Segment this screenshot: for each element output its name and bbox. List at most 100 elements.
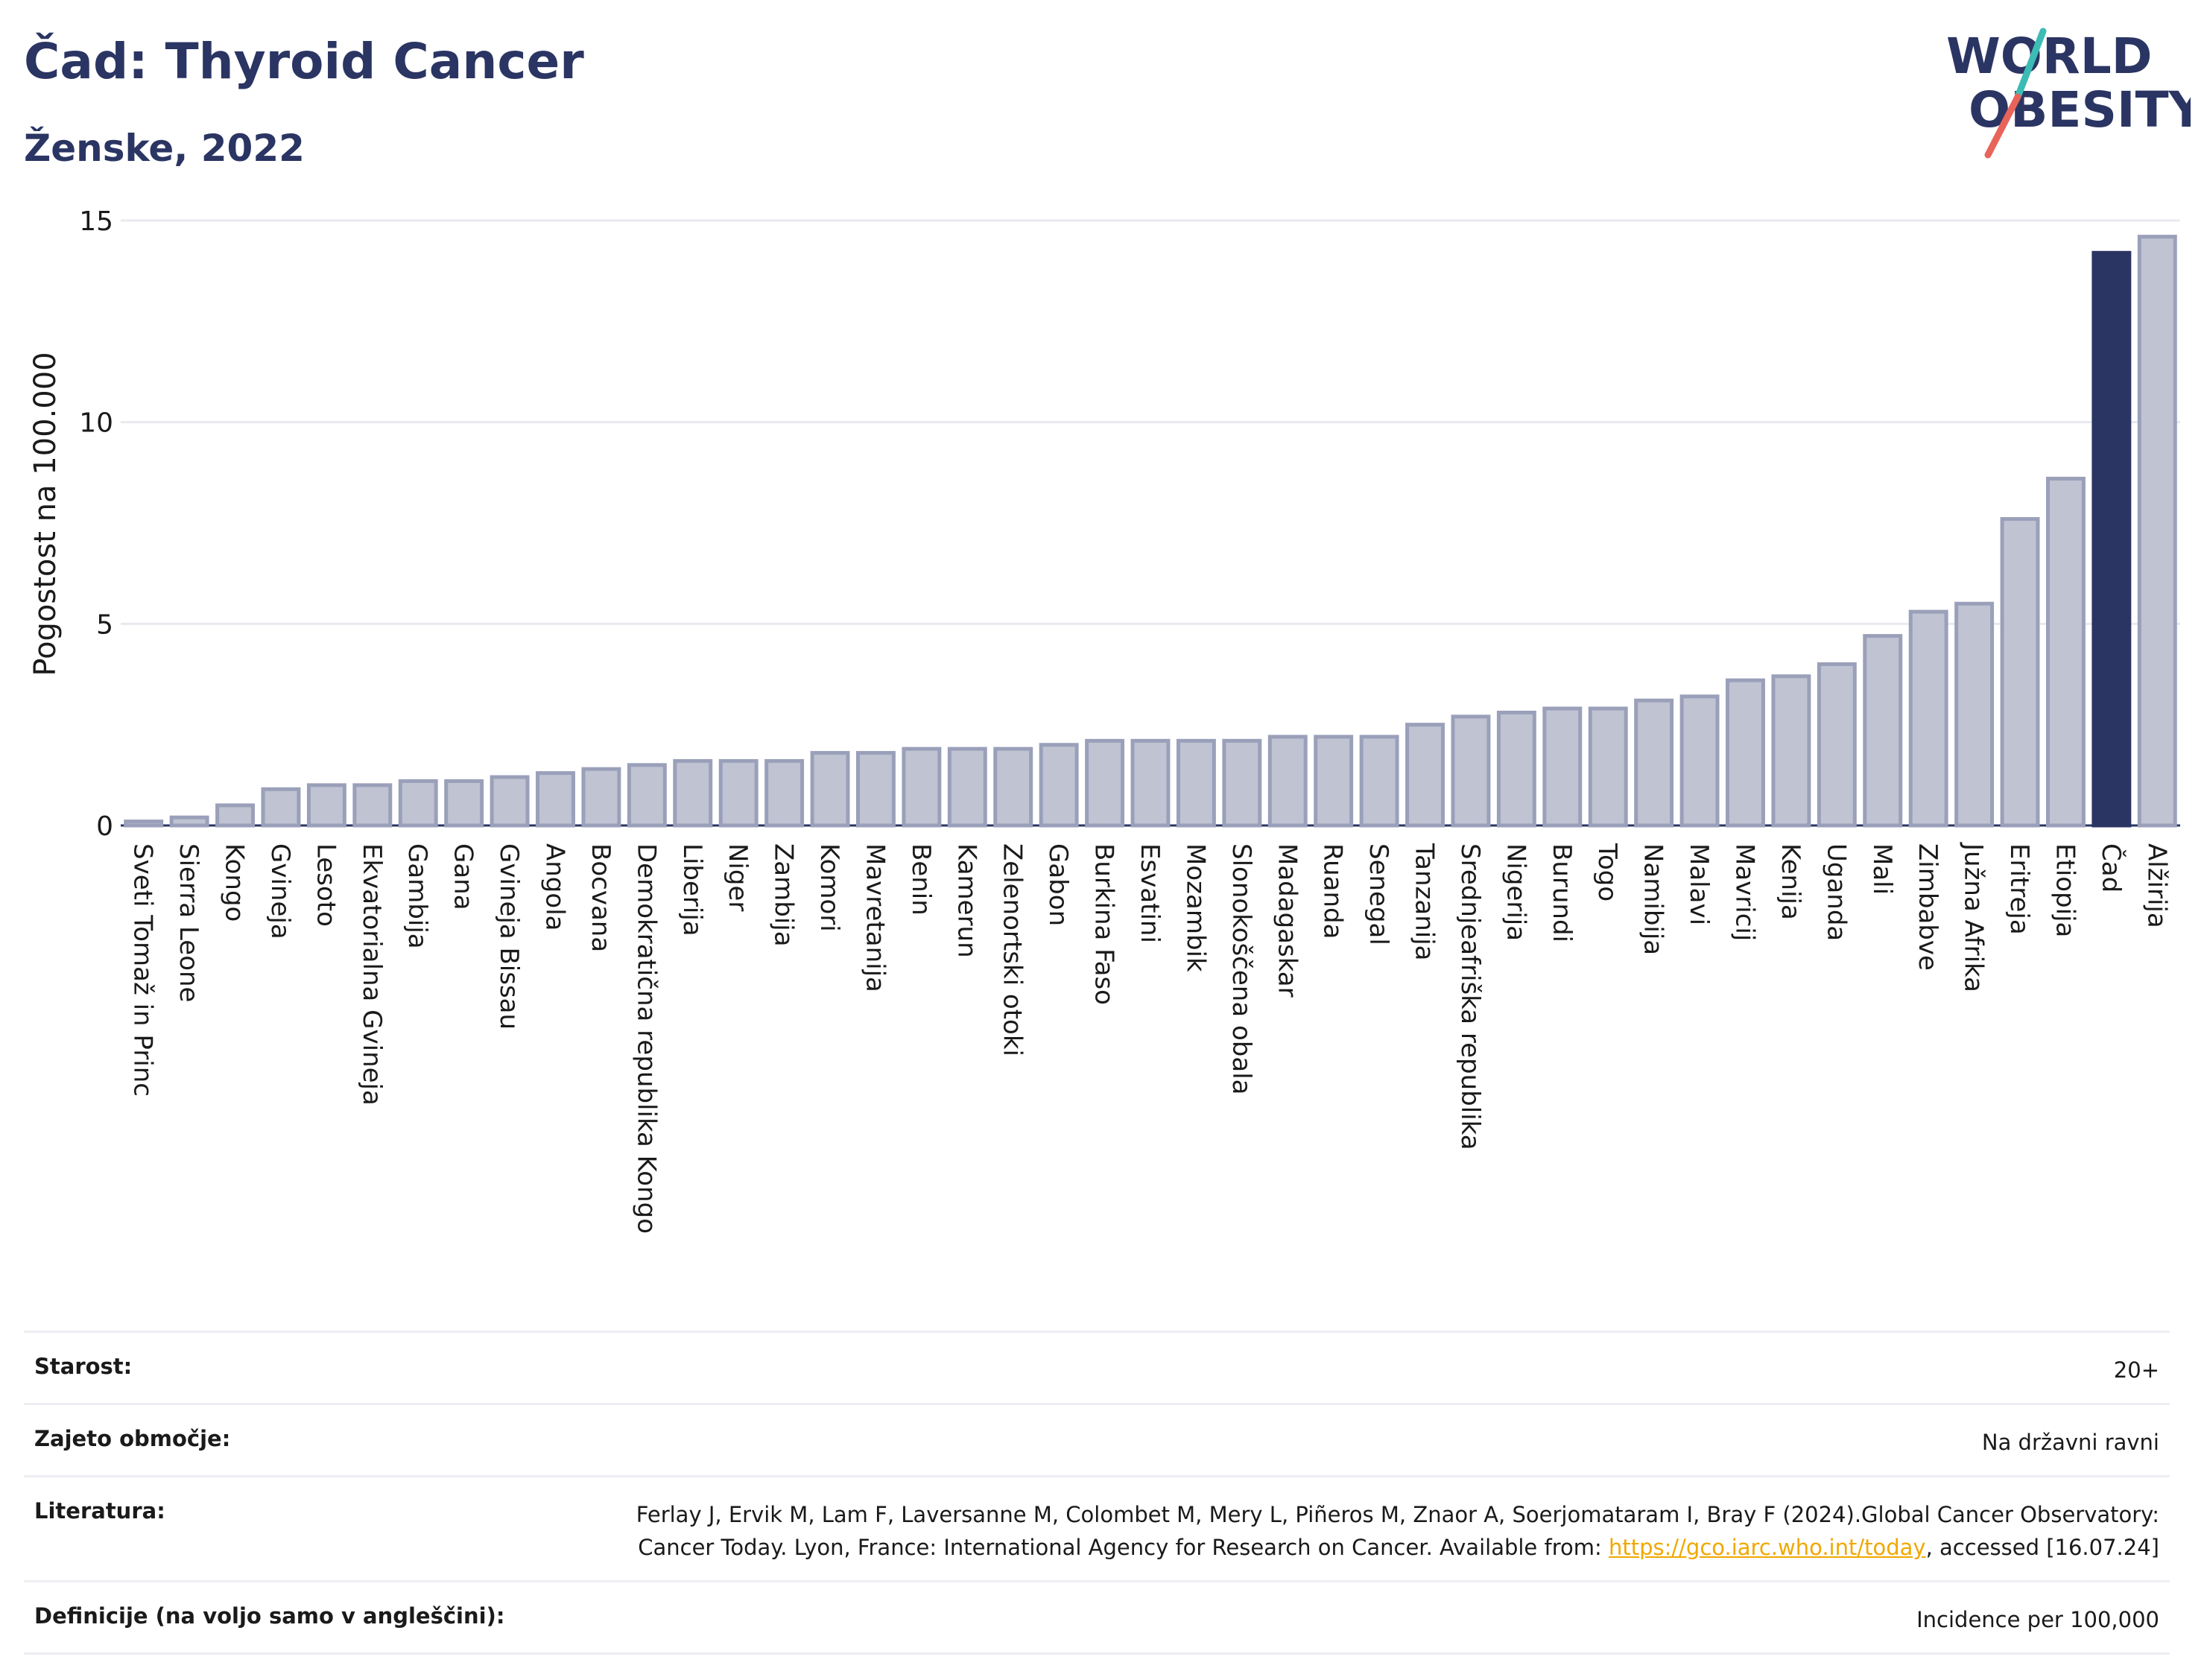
x-tick-label: Gabon bbox=[1043, 843, 1073, 926]
reference-accessed: , accessed [16.07.24] bbox=[1925, 1535, 2159, 1560]
coverage-label: Zajeto območje: bbox=[34, 1426, 231, 1451]
x-tick-label: Demokratična republika Kongo bbox=[631, 843, 661, 1234]
bar[interactable] bbox=[1130, 738, 1171, 828]
bar[interactable] bbox=[536, 771, 575, 828]
y-tick-label: 10 bbox=[79, 408, 113, 439]
bar[interactable] bbox=[1267, 735, 1308, 828]
x-tick-label: Lesoto bbox=[311, 843, 341, 927]
info-row-reference: Literatura: Ferlay J, Ervik M, Lam F, La… bbox=[24, 1475, 2170, 1580]
x-tick-label: Esvatini bbox=[1135, 843, 1165, 943]
bar[interactable] bbox=[215, 803, 256, 828]
x-tick-label: Gana bbox=[449, 843, 478, 910]
reference-label: Literatura: bbox=[34, 1498, 165, 1524]
bar-chart: 0 5 10 15 Sveti Tomaž in Princ Sierra Leone K… bbox=[28, 206, 2180, 1234]
logo-text-obesity: OBESITY bbox=[1969, 81, 2191, 139]
bar[interactable] bbox=[1085, 738, 1125, 828]
x-tick-label: Kongo bbox=[220, 843, 250, 922]
info-row-age: Starost: 20+ bbox=[24, 1331, 2170, 1403]
bar[interactable] bbox=[764, 758, 805, 828]
chart-subtitle: Ženske, 2022 bbox=[24, 127, 305, 170]
x-tick-label: Kamerun bbox=[951, 843, 981, 958]
bar[interactable] bbox=[2137, 235, 2177, 828]
bar[interactable] bbox=[261, 787, 301, 828]
x-tick-label: Južna Afrika bbox=[1959, 842, 1989, 992]
x-tick-label: Tanzanija bbox=[1410, 843, 1440, 960]
x-tick-label: Zambija bbox=[769, 843, 799, 947]
coverage-value: Na državni ravni bbox=[1981, 1430, 2159, 1455]
bar[interactable] bbox=[1588, 706, 1628, 828]
x-tick-label: Gvineja Bissau bbox=[494, 843, 524, 1030]
bar[interactable] bbox=[993, 747, 1033, 828]
bar[interactable] bbox=[398, 779, 438, 828]
x-tick-label: Ruanda bbox=[1318, 843, 1348, 939]
logo-text-world: WORLD bbox=[1946, 28, 2153, 85]
bar[interactable] bbox=[490, 775, 530, 828]
y-axis-label: Pogostost na 100.000 bbox=[28, 352, 63, 676]
bar[interactable] bbox=[2045, 476, 2086, 828]
bar[interactable] bbox=[1314, 735, 1354, 828]
logo-slash-red bbox=[1984, 93, 2021, 159]
bar[interactable] bbox=[1817, 662, 1857, 828]
bar[interactable] bbox=[1222, 738, 1262, 828]
x-tick-label: Burundi bbox=[1547, 843, 1577, 942]
x-tick-label: Etiopija bbox=[2050, 843, 2080, 937]
bar[interactable] bbox=[352, 783, 393, 828]
x-tick-label: Uganda bbox=[1821, 843, 1851, 941]
bar[interactable] bbox=[1496, 710, 1536, 828]
x-tick-label: Srednjeafriška republika bbox=[1455, 843, 1485, 1150]
bar[interactable] bbox=[581, 767, 621, 828]
bar[interactable] bbox=[1771, 674, 1811, 828]
bar[interactable] bbox=[856, 751, 896, 828]
x-tick-label: Slonokoščena obala bbox=[1226, 843, 1256, 1094]
bar[interactable] bbox=[306, 783, 346, 828]
x-tick-label: Sierra Leone bbox=[174, 843, 203, 1002]
y-tick-label: 0 bbox=[96, 811, 113, 842]
x-tick-label: Alžirija bbox=[2141, 843, 2171, 928]
bar[interactable] bbox=[718, 758, 759, 828]
age-value: 20+ bbox=[2113, 1357, 2159, 1383]
y-axis-ticks: 0 5 10 15 bbox=[79, 206, 113, 842]
reference-link[interactable]: https://gco.iarc.who.int/today bbox=[1608, 1535, 1926, 1560]
x-tick-label: Gambija bbox=[402, 843, 432, 949]
x-tick-label: Zimbabve bbox=[1913, 843, 1942, 971]
x-tick-label: Mali bbox=[1867, 843, 1897, 895]
bar[interactable] bbox=[1405, 723, 1445, 828]
bar-highlighted[interactable] bbox=[2091, 250, 2132, 828]
chart-title: Čad: Thyroid Cancer bbox=[24, 33, 584, 90]
bar[interactable] bbox=[1542, 706, 1583, 828]
x-tick-label: Senegal bbox=[1364, 843, 1393, 945]
bar[interactable] bbox=[673, 758, 713, 828]
bar[interactable] bbox=[124, 820, 164, 828]
definitions-label: Definicije (na voljo samo v angleščini): bbox=[34, 1603, 505, 1629]
bar[interactable] bbox=[169, 815, 209, 828]
bar[interactable] bbox=[1679, 694, 1720, 828]
bar[interactable] bbox=[810, 751, 850, 828]
x-tick-label: Nigerija bbox=[1501, 843, 1530, 941]
x-tick-label: Angola bbox=[540, 843, 570, 931]
bar[interactable] bbox=[1359, 735, 1399, 828]
bar[interactable] bbox=[1726, 678, 1765, 828]
x-tick-label: Niger bbox=[723, 843, 753, 911]
bar[interactable] bbox=[1908, 609, 1948, 828]
info-row-definitions: Definicije (na voljo samo v angleščini):… bbox=[24, 1580, 2170, 1655]
definitions-value: Incidence per 100,000 bbox=[1916, 1607, 2159, 1632]
x-tick-label: Bocvana bbox=[586, 843, 615, 952]
bar[interactable] bbox=[902, 747, 942, 828]
bar[interactable] bbox=[1863, 634, 1903, 828]
bar[interactable] bbox=[947, 747, 987, 828]
x-tick-label: Madagaskar bbox=[1272, 843, 1302, 998]
bar[interactable] bbox=[1954, 601, 1995, 828]
bar[interactable] bbox=[444, 779, 484, 828]
bar[interactable] bbox=[1176, 738, 1216, 828]
bar[interactable] bbox=[2000, 517, 2040, 828]
info-row-coverage: Zajeto območje: Na državni ravni bbox=[24, 1403, 2170, 1475]
x-tick-label: Zelenortski otoki bbox=[998, 843, 1027, 1056]
bar[interactable] bbox=[1039, 743, 1079, 828]
x-tick-label: Komori bbox=[814, 843, 844, 932]
bar[interactable] bbox=[627, 763, 667, 828]
bar[interactable] bbox=[1451, 714, 1491, 828]
x-tick-label: Benin bbox=[906, 843, 936, 916]
bar[interactable] bbox=[1634, 698, 1674, 828]
x-tick-label: Gvineja bbox=[265, 843, 295, 939]
world-obesity-logo: WORLD OBESITY bbox=[1946, 28, 2191, 159]
